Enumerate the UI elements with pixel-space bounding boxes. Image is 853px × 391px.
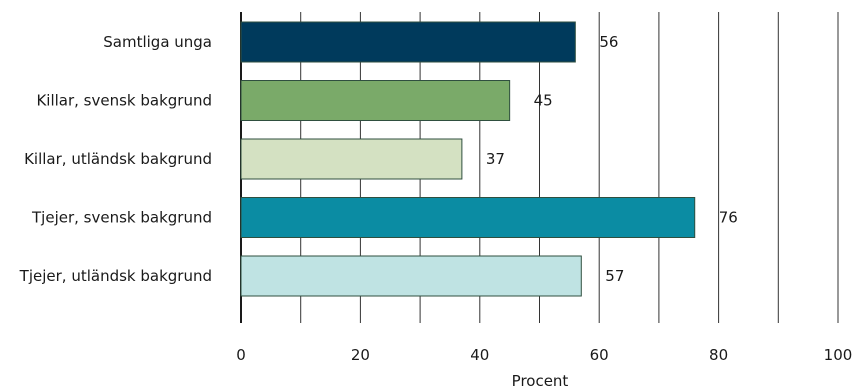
x-tick-label: 0 <box>236 346 246 364</box>
bar <box>240 255 582 297</box>
category-labels: Samtliga unga Killar, svensk bakgrund Kill… <box>19 33 212 285</box>
data-label: 57 <box>605 267 624 285</box>
x-tick-label: 60 <box>590 346 609 364</box>
bar <box>240 21 576 63</box>
data-labels: 56 45 37 76 57 <box>486 33 738 285</box>
category-label: Tjejer, utländsk bakgrund <box>19 267 212 285</box>
x-axis-title: Procent <box>512 372 569 390</box>
x-tick-label: 80 <box>709 346 728 364</box>
bar <box>240 80 511 121</box>
data-label: 56 <box>599 33 618 51</box>
data-label: 45 <box>534 92 553 110</box>
x-tick-label: 40 <box>470 346 489 364</box>
category-label: Killar, svensk bakgrund <box>36 92 212 110</box>
x-tick-label: 20 <box>351 346 370 364</box>
bars <box>240 21 696 297</box>
category-label: Tjejer, svensk bakgrund <box>31 209 212 227</box>
bar <box>240 138 463 180</box>
category-label: Samtliga unga <box>103 33 212 51</box>
bar <box>240 197 696 238</box>
data-label: 37 <box>486 150 505 168</box>
gridlines <box>240 12 839 323</box>
x-tick-labels: 0 20 40 60 80 100 <box>236 346 852 364</box>
x-tick-label: 100 <box>824 346 853 364</box>
data-label: 76 <box>719 209 738 227</box>
category-label: Killar, utländsk bakgrund <box>24 150 212 168</box>
